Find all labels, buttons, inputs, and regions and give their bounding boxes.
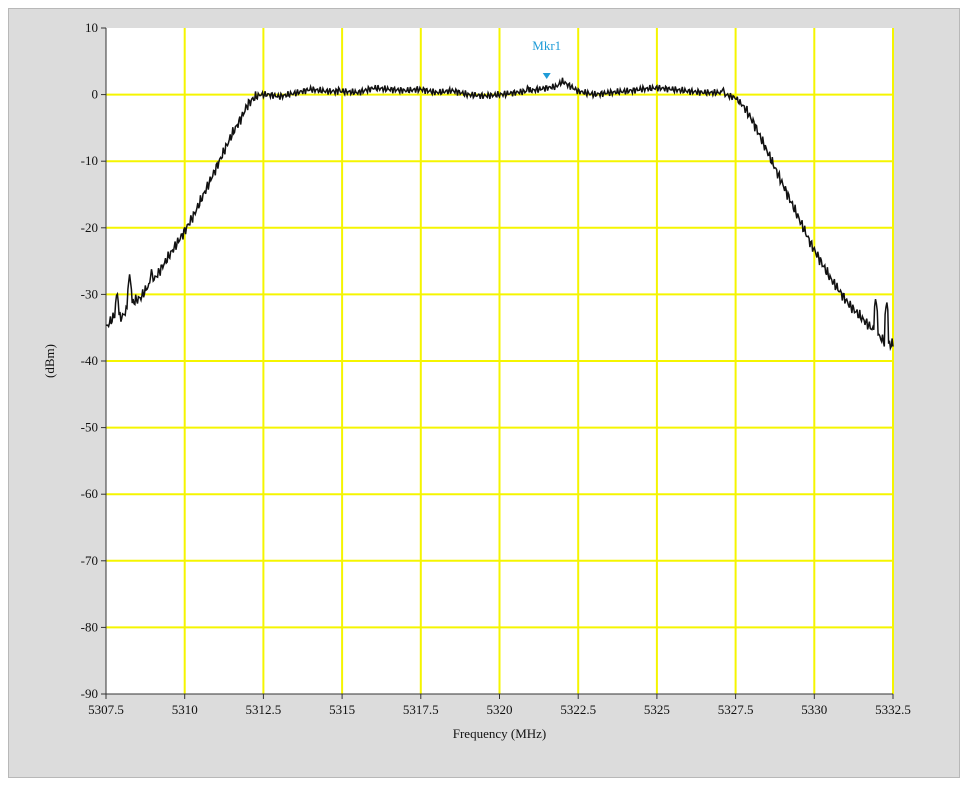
y-tick-label: -50 [81,420,98,435]
y-tick-label: -70 [81,553,98,568]
y-tick-label: -20 [81,220,98,235]
x-tick-label: 5315 [329,702,355,717]
spectrum-panel: 5307.5 5310 5312.5 5315 5317.5 5320 5322.5 5325… [8,8,960,778]
y-tick-label: -90 [81,686,98,701]
x-tick-label: 5327.5 [718,702,754,717]
tick-labels: 5307.5 5310 5312.5 5315 5317.5 5320 5322.5 5325… [81,20,911,717]
x-tick-label: 5325 [644,702,670,717]
spectrum-chart: 5307.5 5310 5312.5 5315 5317.5 5320 5322.5 5325… [42,20,911,741]
y-tick-label: -40 [81,353,98,368]
y-tick-label: 10 [85,20,98,35]
x-tick-label: 5310 [172,702,198,717]
axes [101,27,894,699]
x-tick-label: 5317.5 [403,702,439,717]
y-tick-label: -60 [81,486,98,501]
y-tick-label: -10 [81,153,98,168]
x-tick-label: 5322.5 [560,702,596,717]
y-axis-title: (dBm) [42,344,57,378]
markers: Mkr1 [532,38,561,79]
spectrum-trace [105,77,894,352]
y-tick-label: 0 [92,87,99,102]
marker-1-indicator [542,72,551,79]
x-tick-label: 5320 [487,702,513,717]
x-axis-title: Frequency (MHz) [453,726,547,741]
x-tick-label: 5312.5 [246,702,282,717]
x-tick-label: 5307.5 [88,702,124,717]
x-tick-label: 5330 [801,702,827,717]
y-tick-label: -80 [81,619,98,634]
x-tick-label: 5332.5 [875,702,911,717]
y-tick-label: -30 [81,286,98,301]
marker-1-label: Mkr1 [532,38,561,53]
